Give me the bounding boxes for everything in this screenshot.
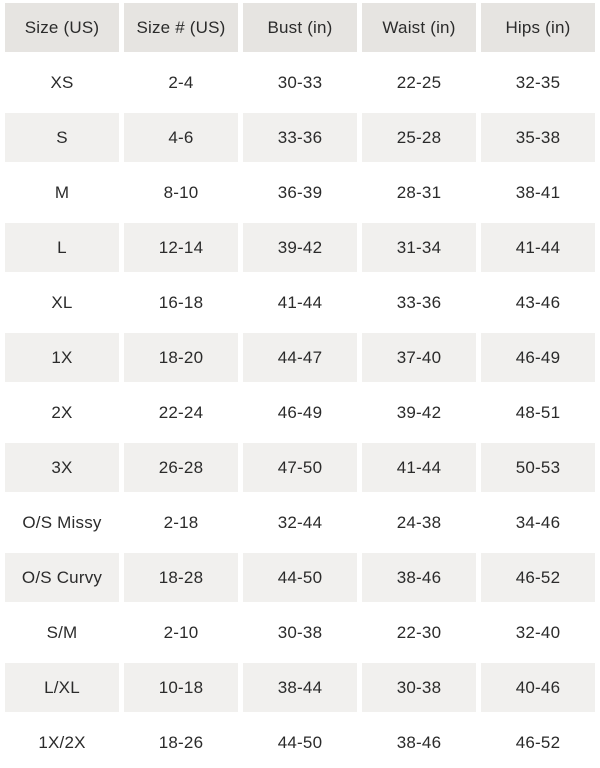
- table-row: XS 2-4 30-33 22-25 32-35: [5, 58, 595, 107]
- waist-cell: 22-25: [362, 58, 476, 107]
- bust-cell: 46-49: [243, 388, 357, 437]
- table-body: XS 2-4 30-33 22-25 32-35 S 4-6 33-36 25-28 35-38 M…: [5, 58, 595, 767]
- column-header-waist: Waist (in): [362, 3, 476, 52]
- size-number-cell: 2-4: [124, 58, 238, 107]
- bust-cell: 32-44: [243, 498, 357, 547]
- hips-cell: 48-51: [481, 388, 595, 437]
- column-header-bust: Bust (in): [243, 3, 357, 52]
- bust-cell: 41-44: [243, 278, 357, 327]
- size-cell: S: [5, 113, 119, 162]
- column-header-size-number: Size # (US): [124, 3, 238, 52]
- size-cell: L: [5, 223, 119, 272]
- waist-cell: 38-46: [362, 553, 476, 602]
- hips-cell: 46-52: [481, 553, 595, 602]
- waist-cell: 37-40: [362, 333, 476, 382]
- bust-cell: 30-38: [243, 608, 357, 657]
- size-number-cell: 26-28: [124, 443, 238, 492]
- header-row: Size (US) Size # (US) Bust (in) Waist (i…: [5, 3, 595, 52]
- table-row: 1X/2X 18-26 44-50 38-46 46-52: [5, 718, 595, 767]
- waist-cell: 39-42: [362, 388, 476, 437]
- size-number-cell: 18-26: [124, 718, 238, 767]
- hips-cell: 50-53: [481, 443, 595, 492]
- bust-cell: 47-50: [243, 443, 357, 492]
- waist-cell: 24-38: [362, 498, 476, 547]
- hips-cell: 46-49: [481, 333, 595, 382]
- size-number-cell: 4-6: [124, 113, 238, 162]
- hips-cell: 40-46: [481, 663, 595, 712]
- bust-cell: 38-44: [243, 663, 357, 712]
- size-cell: 2X: [5, 388, 119, 437]
- table-row: XL 16-18 41-44 33-36 43-46: [5, 278, 595, 327]
- size-number-cell: 8-10: [124, 168, 238, 217]
- table-header: Size (US) Size # (US) Bust (in) Waist (i…: [5, 3, 595, 52]
- hips-cell: 43-46: [481, 278, 595, 327]
- size-number-cell: 10-18: [124, 663, 238, 712]
- size-number-cell: 2-18: [124, 498, 238, 547]
- table-row: 1X 18-20 44-47 37-40 46-49: [5, 333, 595, 382]
- size-number-cell: 16-18: [124, 278, 238, 327]
- waist-cell: 25-28: [362, 113, 476, 162]
- hips-cell: 34-46: [481, 498, 595, 547]
- hips-cell: 35-38: [481, 113, 595, 162]
- bust-cell: 44-47: [243, 333, 357, 382]
- table-row: L/XL 10-18 38-44 30-38 40-46: [5, 663, 595, 712]
- table-row: O/S Curvy 18-28 44-50 38-46 46-52: [5, 553, 595, 602]
- size-number-cell: 22-24: [124, 388, 238, 437]
- size-number-cell: 2-10: [124, 608, 238, 657]
- hips-cell: 46-52: [481, 718, 595, 767]
- size-cell: 3X: [5, 443, 119, 492]
- size-cell: XS: [5, 58, 119, 107]
- hips-cell: 32-35: [481, 58, 595, 107]
- size-cell: S/M: [5, 608, 119, 657]
- table-row: 3X 26-28 47-50 41-44 50-53: [5, 443, 595, 492]
- waist-cell: 31-34: [362, 223, 476, 272]
- size-cell: 1X: [5, 333, 119, 382]
- size-cell: O/S Missy: [5, 498, 119, 547]
- bust-cell: 33-36: [243, 113, 357, 162]
- table-row: 2X 22-24 46-49 39-42 48-51: [5, 388, 595, 437]
- size-cell: O/S Curvy: [5, 553, 119, 602]
- waist-cell: 41-44: [362, 443, 476, 492]
- waist-cell: 33-36: [362, 278, 476, 327]
- hips-cell: 41-44: [481, 223, 595, 272]
- size-number-cell: 18-28: [124, 553, 238, 602]
- bust-cell: 36-39: [243, 168, 357, 217]
- size-number-cell: 18-20: [124, 333, 238, 382]
- size-cell: M: [5, 168, 119, 217]
- size-cell: XL: [5, 278, 119, 327]
- size-number-cell: 12-14: [124, 223, 238, 272]
- table-row: L 12-14 39-42 31-34 41-44: [5, 223, 595, 272]
- hips-cell: 38-41: [481, 168, 595, 217]
- size-cell: L/XL: [5, 663, 119, 712]
- bust-cell: 44-50: [243, 553, 357, 602]
- column-header-size: Size (US): [5, 3, 119, 52]
- table-row: S 4-6 33-36 25-28 35-38: [5, 113, 595, 162]
- size-cell: 1X/2X: [5, 718, 119, 767]
- waist-cell: 22-30: [362, 608, 476, 657]
- bust-cell: 44-50: [243, 718, 357, 767]
- bust-cell: 30-33: [243, 58, 357, 107]
- table-row: O/S Missy 2-18 32-44 24-38 34-46: [5, 498, 595, 547]
- table-row: S/M 2-10 30-38 22-30 32-40: [5, 608, 595, 657]
- table-row: M 8-10 36-39 28-31 38-41: [5, 168, 595, 217]
- waist-cell: 38-46: [362, 718, 476, 767]
- column-header-hips: Hips (in): [481, 3, 595, 52]
- bust-cell: 39-42: [243, 223, 357, 272]
- waist-cell: 30-38: [362, 663, 476, 712]
- hips-cell: 32-40: [481, 608, 595, 657]
- waist-cell: 28-31: [362, 168, 476, 217]
